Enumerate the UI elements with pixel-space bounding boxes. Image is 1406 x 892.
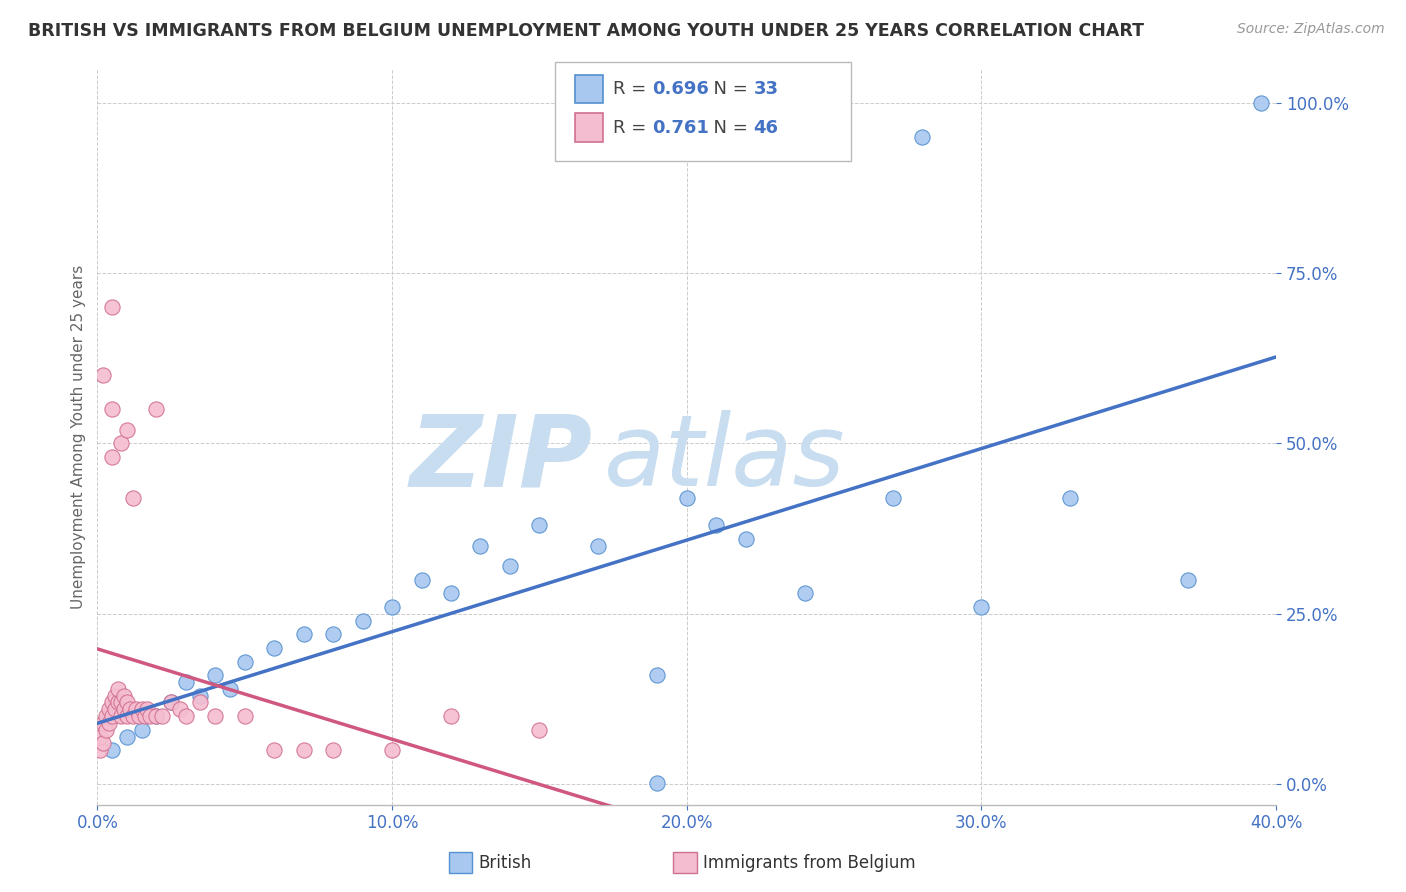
Point <box>411 573 433 587</box>
Text: atlas: atlas <box>605 410 846 508</box>
Point <box>107 681 129 696</box>
Point <box>101 450 124 464</box>
Point <box>110 436 132 450</box>
Point <box>136 702 159 716</box>
Point <box>101 695 124 709</box>
Point <box>675 491 697 505</box>
Point <box>292 627 315 641</box>
Point <box>145 709 167 723</box>
Point <box>112 702 135 716</box>
Point <box>115 730 138 744</box>
Point <box>98 702 121 716</box>
Y-axis label: Unemployment Among Youth under 25 years: Unemployment Among Youth under 25 years <box>72 264 86 608</box>
Point <box>115 695 138 709</box>
Point <box>529 518 551 533</box>
Point <box>529 723 551 737</box>
Point <box>704 518 727 533</box>
Point <box>263 640 285 655</box>
Point <box>190 689 212 703</box>
Text: 33: 33 <box>754 80 779 98</box>
Point <box>121 491 143 505</box>
Point <box>174 675 197 690</box>
Text: BRITISH VS IMMIGRANTS FROM BELGIUM UNEMPLOYMENT AMONG YOUTH UNDER 25 YEARS CORRE: BRITISH VS IMMIGRANTS FROM BELGIUM UNEMP… <box>28 22 1144 40</box>
Text: R =: R = <box>613 119 652 136</box>
Point <box>96 723 118 737</box>
Point <box>104 702 127 716</box>
Point <box>118 702 141 716</box>
Point <box>440 709 463 723</box>
Text: N =: N = <box>702 119 754 136</box>
Point <box>1177 573 1199 587</box>
Point <box>89 730 111 744</box>
Point <box>145 709 167 723</box>
Point <box>1059 491 1081 505</box>
Text: N =: N = <box>702 80 754 98</box>
Point <box>89 743 111 757</box>
Point <box>150 709 173 723</box>
Text: Source: ZipAtlas.com: Source: ZipAtlas.com <box>1237 22 1385 37</box>
Point <box>233 709 256 723</box>
Point <box>101 300 124 314</box>
Point <box>169 702 191 716</box>
Point <box>98 715 121 730</box>
Point <box>160 695 183 709</box>
Point <box>96 709 118 723</box>
Point <box>882 491 904 505</box>
Text: ZIP: ZIP <box>409 410 592 508</box>
Point <box>107 695 129 709</box>
Point <box>112 689 135 703</box>
Point <box>322 627 344 641</box>
Text: British: British <box>478 854 531 871</box>
Point <box>121 709 143 723</box>
Point <box>588 539 610 553</box>
Point <box>470 539 492 553</box>
Point <box>970 599 993 614</box>
Point <box>91 368 114 383</box>
Point <box>204 709 226 723</box>
Point <box>381 743 404 757</box>
Point <box>124 702 146 716</box>
Point <box>645 668 668 682</box>
Point <box>139 709 162 723</box>
Point <box>131 702 153 716</box>
Point <box>145 402 167 417</box>
Point <box>101 402 124 417</box>
Point <box>219 681 242 696</box>
Text: R =: R = <box>613 80 652 98</box>
Point <box>101 743 124 757</box>
Point <box>115 709 138 723</box>
Text: 0.696: 0.696 <box>652 80 709 98</box>
Point <box>160 695 183 709</box>
Point <box>91 736 114 750</box>
Point <box>352 614 374 628</box>
Point <box>101 709 124 723</box>
Point <box>131 723 153 737</box>
Text: 46: 46 <box>754 119 779 136</box>
Point <box>440 586 463 600</box>
Point <box>499 559 522 574</box>
Point <box>115 423 138 437</box>
Point <box>322 743 344 757</box>
Text: Immigrants from Belgium: Immigrants from Belgium <box>703 854 915 871</box>
Point <box>134 709 156 723</box>
Point <box>292 743 315 757</box>
Point <box>204 668 226 682</box>
Point <box>911 129 934 144</box>
Point <box>233 655 256 669</box>
Text: 0.761: 0.761 <box>652 119 709 136</box>
Point <box>110 695 132 709</box>
Point <box>174 709 197 723</box>
Point <box>793 586 815 600</box>
Point <box>734 532 756 546</box>
Point <box>91 715 114 730</box>
Point <box>1250 95 1272 110</box>
Point <box>128 709 150 723</box>
Point <box>381 599 404 614</box>
Point <box>104 689 127 703</box>
Point <box>645 776 668 790</box>
Point <box>110 709 132 723</box>
Point <box>263 743 285 757</box>
Point <box>190 695 212 709</box>
